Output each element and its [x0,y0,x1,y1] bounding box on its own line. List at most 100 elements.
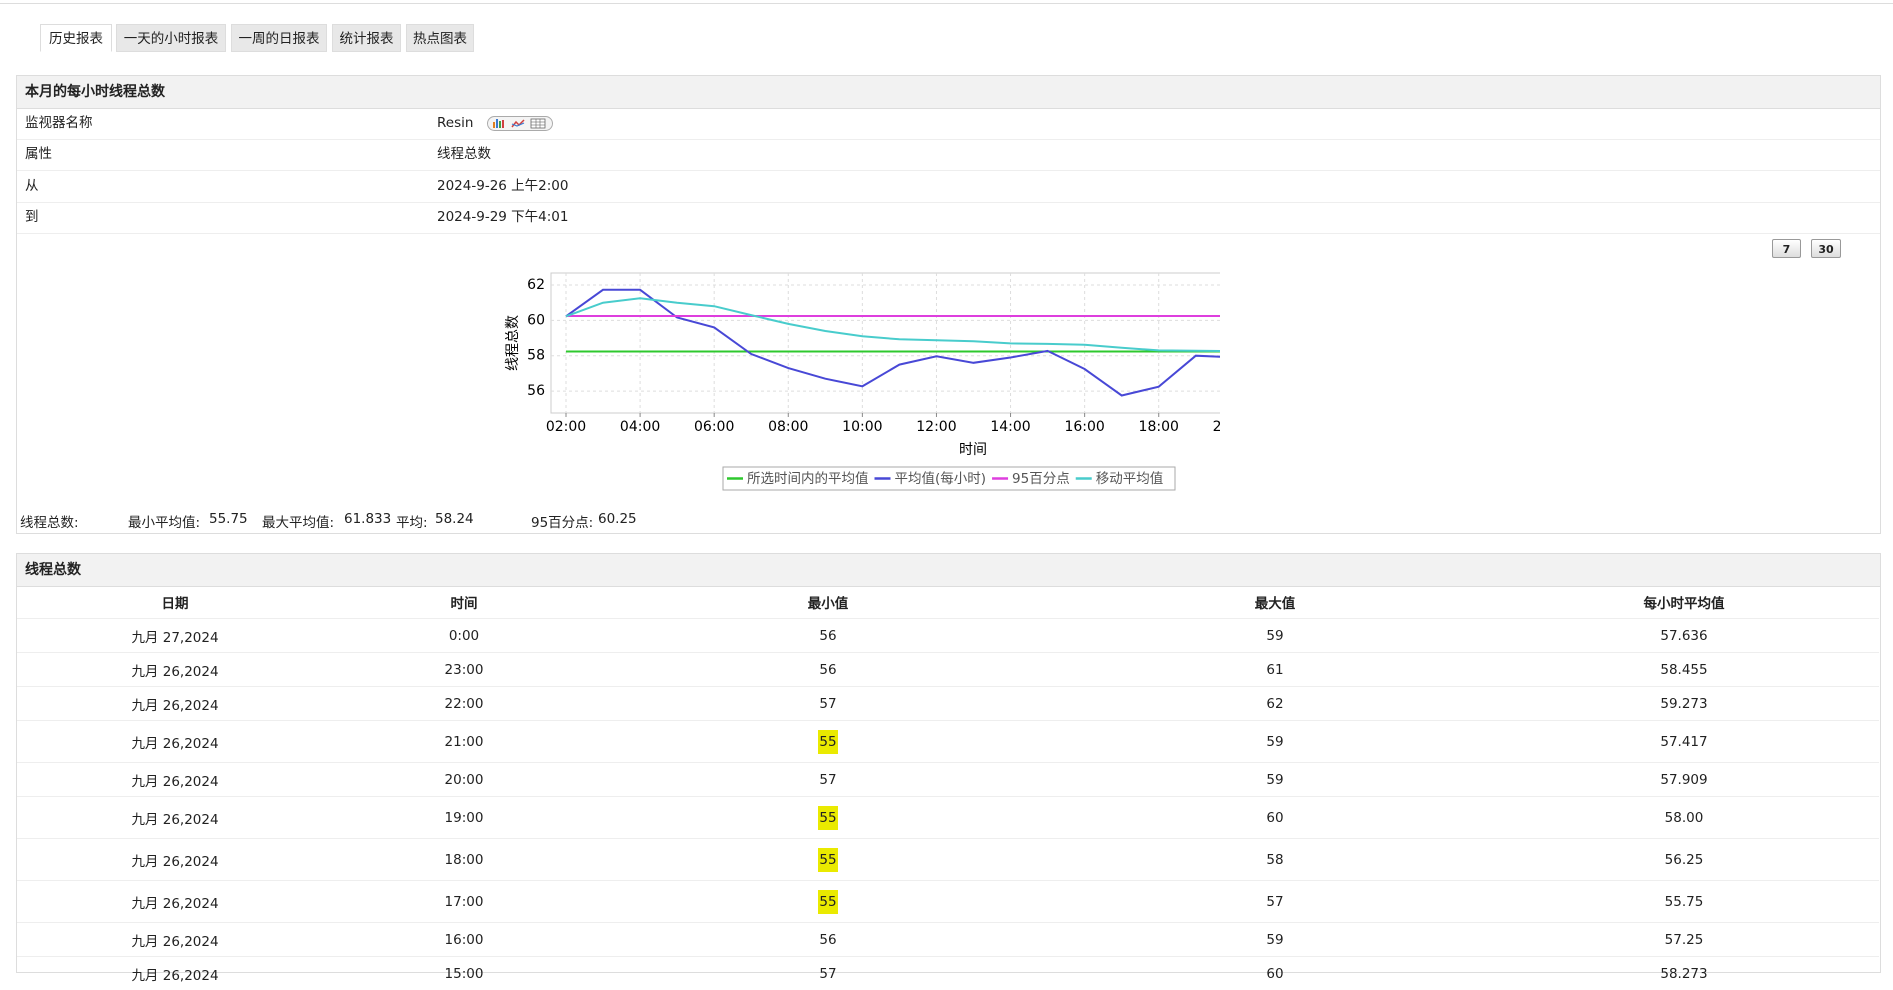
table-cell: 23:00 [333,653,595,687]
highlighted-min: 55 [818,890,837,914]
x-tick-label: 20:00 [1213,419,1220,435]
stat-label: 95百分点: [531,511,593,531]
table-cell: 九月 26,2024 [17,839,333,881]
table-cell: 57 [1061,881,1489,923]
table-cell: 58.00 [1489,797,1879,839]
info-label: 监视器名称 [25,108,93,139]
table-cell: 九月 26,2024 [17,957,333,990]
table-cell: 60 [1061,797,1489,839]
info-label: 属性 [25,139,52,170]
tab[interactable]: 统计报表 [332,24,401,52]
table-cell: 九月 26,2024 [17,653,333,687]
stats-label: 线程总数: [20,511,79,531]
y-axis-title: 线程总数 [505,315,521,371]
column-header: 日期 [17,586,333,619]
range-button[interactable]: 30 [1811,239,1841,258]
table-cell: 55 [595,881,1061,923]
highlighted-min: 55 [818,806,837,830]
table-cell: 九月 26,2024 [17,687,333,721]
table-cell: 18:00 [333,839,595,881]
table-cell: 九月 26,2024 [17,797,333,839]
table-cell: 56 [595,619,1061,653]
table-cell: 57.636 [1489,619,1879,653]
stat-value: 55.75 [209,511,248,527]
plot-area [551,273,1220,413]
panel-title: 线程总数 [17,554,1880,587]
x-tick-label: 18:00 [1139,419,1179,435]
table-cell: 58.273 [1489,957,1879,990]
table-cell: 20:00 [333,763,595,797]
table-cell: 22:00 [333,687,595,721]
table-cell: 56.25 [1489,839,1879,881]
view-icons[interactable] [487,116,553,131]
table-cell: 19:00 [333,797,595,839]
panel-title: 本月的每小时线程总数 [17,76,1880,109]
table-cell: 55 [595,839,1061,881]
table-cell: 56 [595,923,1061,957]
stat-value: 61.833 [344,511,391,527]
x-tick-label: 04:00 [620,419,660,435]
column-header: 最大值 [1061,586,1489,619]
top-border [0,3,1893,4]
info-row: 属性 线程总数 [17,139,1880,171]
y-tick-label: 56 [527,383,545,399]
stat-label: 最小平均值: [128,511,200,531]
x-tick-label: 02:00 [546,419,586,435]
x-tick-label: 12:00 [916,419,956,435]
table-cell: 九月 26,2024 [17,763,333,797]
table-cell: 59 [1061,763,1489,797]
table-cell: 60 [1061,957,1489,990]
legend-label: 所选时间内的平均值 [747,471,869,487]
table-cell: 0:00 [333,619,595,653]
table-cell: 61 [1061,653,1489,687]
column-header: 时间 [333,586,595,619]
highlighted-min: 55 [818,848,837,872]
y-tick-label: 60 [527,312,545,328]
table-cell: 59 [1061,923,1489,957]
info-label: 从 [25,171,39,202]
tab[interactable]: 一周的日报表 [231,24,327,52]
info-value: 线程总数 [437,139,491,170]
tab[interactable]: 一天的小时报表 [116,24,226,52]
y-tick-label: 62 [527,277,545,293]
table-cell: 57 [595,763,1061,797]
table-cell: 57.909 [1489,763,1879,797]
table-cell: 55.75 [1489,881,1879,923]
stat-label: 最大平均值: [262,511,334,531]
table-cell: 58 [1061,839,1489,881]
x-axis-title: 时间 [959,442,987,458]
x-tick-label: 16:00 [1064,419,1104,435]
info-value: 2024-9-26 上午2:00 [437,171,568,202]
info-value: Resin [437,108,473,139]
table-cell: 62 [1061,687,1489,721]
tab[interactable]: 历史报表 [40,24,112,52]
table-cell: 57.417 [1489,721,1879,763]
table-cell: 57.25 [1489,923,1879,957]
info-row: 监视器名称 Resin [17,108,1880,140]
stat-value: 58.24 [435,511,474,527]
range-button[interactable]: 7 [1772,239,1801,258]
table-cell: 59 [1061,619,1489,653]
info-value: 2024-9-29 下午4:01 [437,202,568,233]
stat-label: 平均: [396,511,428,531]
table-cell: 55 [595,797,1061,839]
table-cell: 16:00 [333,923,595,957]
table-cell: 59 [1061,721,1489,763]
stat-value: 60.25 [598,511,637,527]
table-cell: 57 [595,957,1061,990]
table-cell: 59.273 [1489,687,1879,721]
x-tick-label: 10:00 [842,419,882,435]
tab[interactable]: 热点图表 [406,24,474,52]
page: 历史报表 一天的小时报表 一周的日报表 统计报表 热点图表 本月的每小时线程总数… [0,0,1893,954]
table-cell: 九月 26,2024 [17,721,333,763]
table-cell: 57 [595,687,1061,721]
